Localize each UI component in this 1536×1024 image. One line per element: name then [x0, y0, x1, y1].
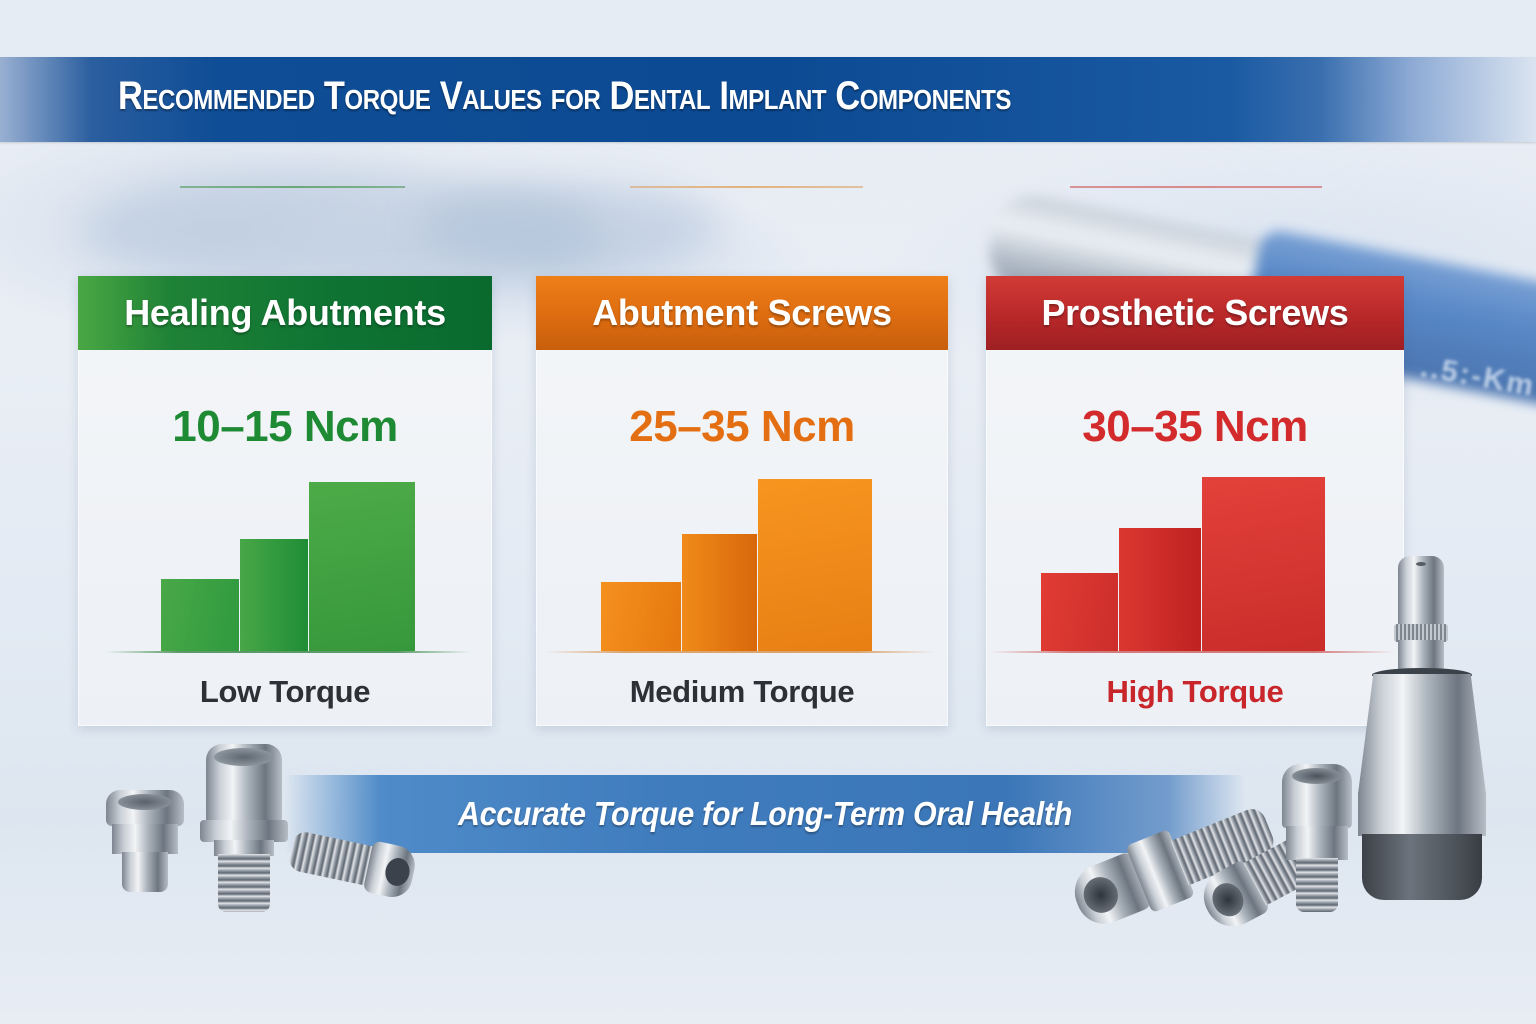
bar-1 — [1041, 573, 1118, 651]
chart-baseline — [545, 651, 935, 653]
card-healing-abutments: Healing Abutments 10–15 Ncm Low Torque — [78, 276, 492, 726]
card-abutment-screws: Abutment Screws 25–35 Ncm Medium Torque — [536, 276, 948, 726]
abutment-icon — [200, 744, 290, 914]
torque-level-label: Low Torque — [199, 674, 371, 709]
chart-baseline — [105, 651, 470, 653]
bar-1 — [601, 582, 681, 651]
card-header: Healing Abutments — [78, 276, 492, 350]
bar-3 — [1202, 477, 1325, 651]
healing-abutment-icon — [106, 790, 186, 895]
title-banner — [0, 57, 1536, 142]
card-prosthetic-screws: Prosthetic Screws 30–35 Ncm High Torque — [986, 276, 1404, 726]
torque-value: 10–15 Ncm — [172, 402, 398, 451]
value-divider — [1070, 186, 1322, 188]
bar-3 — [309, 482, 415, 651]
value-divider — [180, 186, 405, 188]
bar-2 — [1119, 528, 1201, 651]
torque-value: 25–35 Ncm — [629, 402, 855, 451]
card-header: Abutment Screws — [536, 276, 948, 350]
background-blur — [80, 170, 600, 290]
value-divider — [630, 186, 863, 188]
torque-level-label: High Torque — [1106, 674, 1284, 709]
page-title: Recommended Torque Values for Dental Imp… — [118, 74, 1012, 118]
torque-driver-adapter-icon — [1356, 556, 1496, 916]
bar-3 — [758, 479, 872, 651]
chart-baseline — [990, 651, 1395, 653]
torque-level-label: Medium Torque — [629, 674, 855, 709]
bar-1 — [161, 579, 239, 651]
small-abutment-icon — [1282, 764, 1354, 914]
card-header: Prosthetic Screws — [986, 276, 1404, 350]
torque-value: 30–35 Ncm — [1082, 402, 1308, 451]
tagline-text: Accurate Torque for Long-Term Oral Healt… — [458, 795, 1072, 832]
background-blur — [420, 180, 720, 270]
bar-2 — [240, 539, 308, 651]
tagline-banner: Accurate Torque for Long-Term Oral Healt… — [285, 775, 1245, 853]
bar-2 — [682, 534, 757, 651]
